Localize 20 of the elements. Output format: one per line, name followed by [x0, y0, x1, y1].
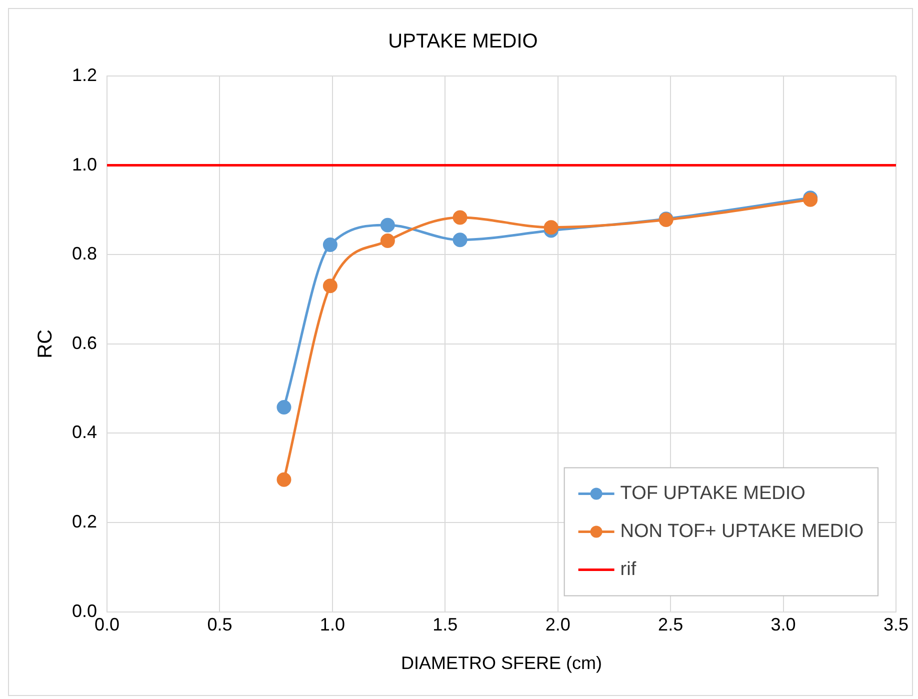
y-tick-label: 0.4 [72, 422, 98, 442]
x-tick-label: 0.5 [207, 614, 232, 635]
x-tick-label: 3.5 [883, 614, 909, 635]
x-tick-label: 0.0 [94, 614, 120, 635]
y-tick-label: 0.2 [72, 511, 98, 532]
x-tick-label: 1.5 [432, 614, 458, 635]
y-axis-title: RC [34, 329, 57, 358]
x-tick-label: 3.0 [770, 614, 796, 635]
legend-label: TOF UPTAKE MEDIO [620, 483, 806, 504]
x-tick-label: 2.5 [658, 614, 684, 635]
y-tick-label: 0.6 [72, 332, 98, 353]
x-axis-title: DIAMETRO SFERE (cm) [401, 653, 602, 674]
legend-label: NON TOF+ UPTAKE MEDIO [620, 521, 864, 542]
y-tick-label: 0.8 [72, 244, 98, 264]
x-tick-label: 1.0 [320, 614, 345, 635]
legend-label: rif [620, 559, 637, 580]
x-tick-label: 2.0 [545, 614, 570, 635]
y-tick-label: 1.0 [72, 154, 98, 174]
y-tick-label: 1.2 [72, 64, 98, 85]
chart-title: UPTAKE MEDIO [388, 30, 538, 53]
